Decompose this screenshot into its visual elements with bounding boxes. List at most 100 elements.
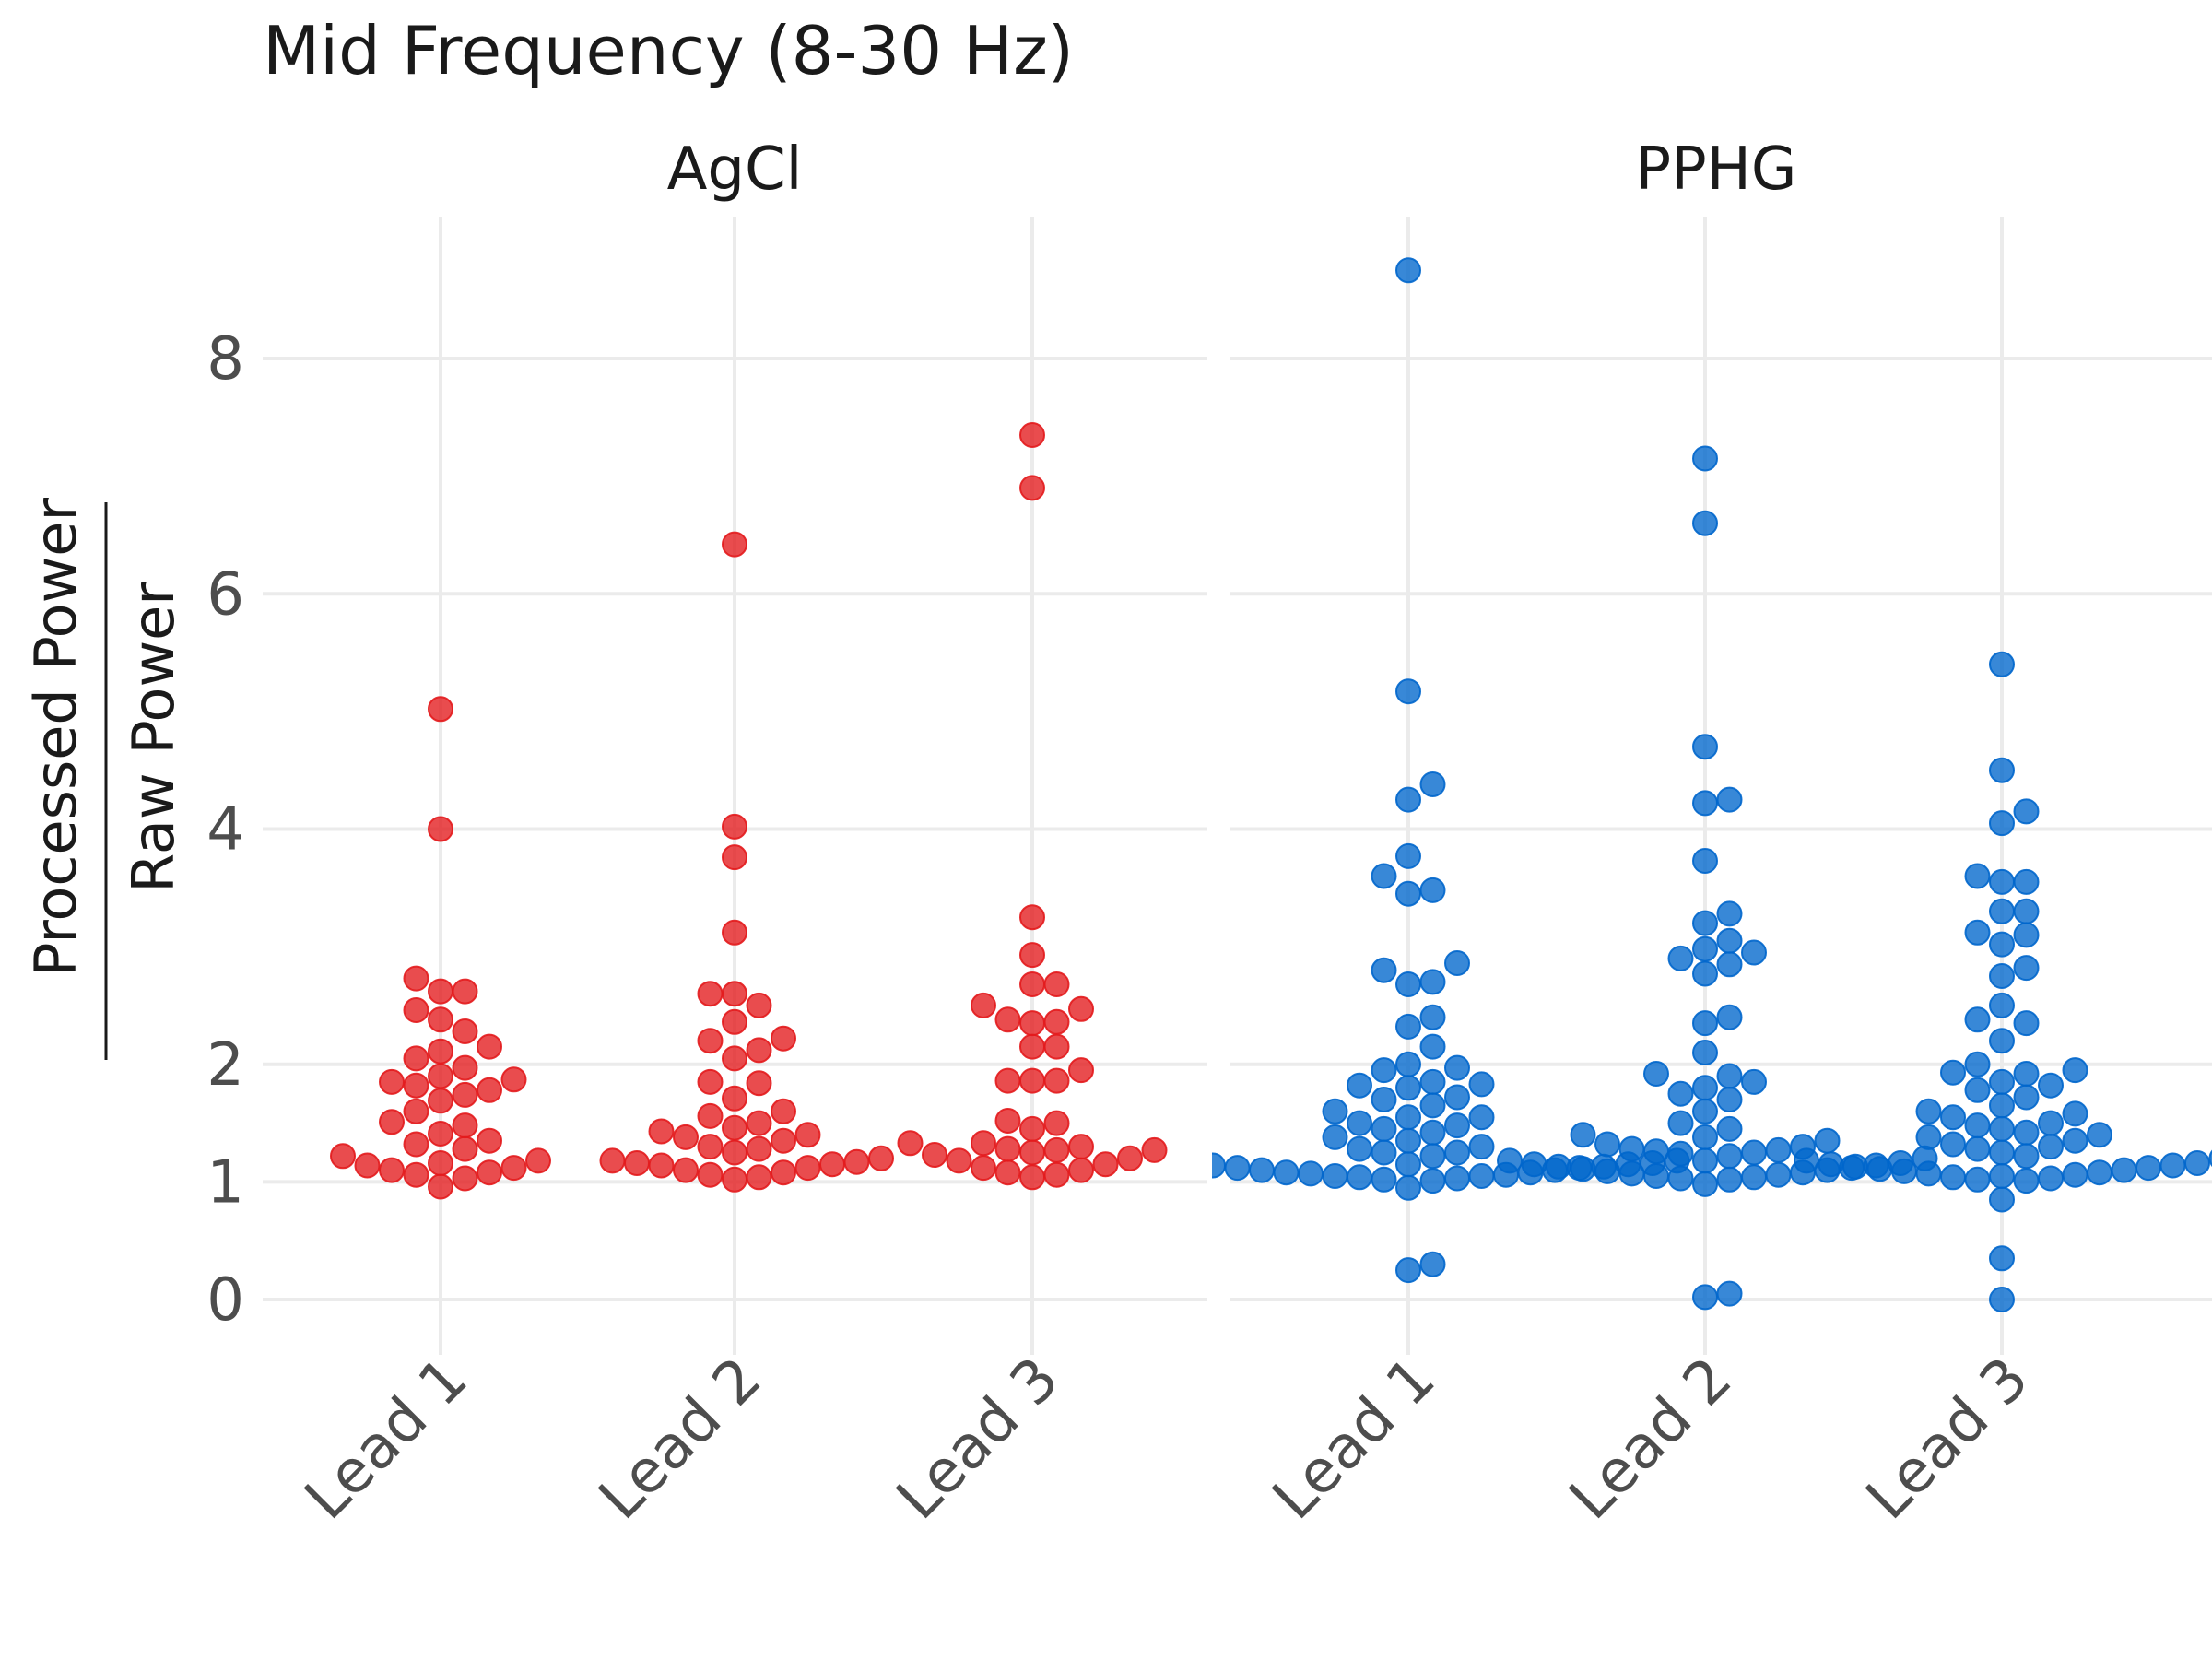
data-point	[1419, 1092, 1446, 1119]
y-tick-label: 4	[206, 796, 244, 865]
data-point	[1989, 931, 2015, 958]
data-point	[1444, 1084, 1470, 1111]
data-point	[1643, 1061, 1669, 1087]
data-point	[1741, 1139, 1767, 1166]
data-point	[1891, 1158, 1917, 1184]
data-point	[1989, 992, 2015, 1018]
data-point	[2184, 1150, 2210, 1176]
data-point	[428, 1038, 453, 1065]
data-point	[994, 1006, 1021, 1033]
data-point	[1395, 1013, 1421, 1040]
data-point	[452, 1112, 478, 1139]
data-point	[722, 1085, 747, 1112]
data-point	[1692, 445, 1718, 472]
data-point	[2013, 1084, 2040, 1111]
y-axis-label-denominator: Raw Power	[120, 582, 187, 893]
data-point	[1741, 1068, 1767, 1095]
data-point	[330, 1143, 356, 1170]
data-point	[1419, 969, 1446, 995]
data-point	[1989, 1245, 2015, 1272]
y-tick-label: 6	[206, 560, 244, 629]
y-axis-label-numerator: Processed Power	[22, 498, 89, 977]
data-point	[1019, 1067, 1045, 1094]
panels: AgCl Lead 1 Lead 2 Lead 3 PPHG Lead 1 Lead 2 Le…	[263, 135, 2212, 1533]
data-point	[1940, 1164, 1966, 1191]
data-point	[1692, 1040, 1718, 1065]
data-point	[452, 1081, 478, 1108]
data-point	[2013, 898, 2040, 924]
data-point	[452, 978, 478, 1005]
data-point	[697, 1068, 724, 1095]
data-point	[673, 1124, 699, 1150]
data-point	[2062, 1127, 2088, 1154]
data-point	[1019, 475, 1045, 501]
data-point	[354, 1152, 381, 1179]
data-point	[994, 1108, 1021, 1134]
data-point	[1395, 1174, 1421, 1201]
data-point	[1964, 1166, 1991, 1193]
data-point	[722, 1008, 747, 1035]
data-point	[403, 1131, 429, 1158]
data-point	[1692, 1147, 1718, 1174]
chart-title: Mid Frequency (8-30 Hz)	[263, 12, 1074, 89]
data-point	[2013, 955, 2040, 982]
data-point	[1395, 1151, 1421, 1178]
data-point	[1419, 1251, 1446, 1277]
data-point	[1716, 1063, 1743, 1089]
data-point	[428, 1150, 453, 1176]
points-group	[330, 422, 1168, 1200]
data-point	[1667, 945, 1694, 971]
data-point	[946, 1147, 972, 1174]
data-point	[1964, 1112, 1991, 1139]
data-point	[794, 1122, 821, 1148]
data-point	[771, 1127, 796, 1154]
data-point	[1989, 898, 2015, 924]
data-point	[1692, 1124, 1718, 1150]
data-point	[1444, 950, 1470, 976]
data-point	[771, 1025, 796, 1052]
data-point	[1395, 1051, 1421, 1077]
panel-pphg: PPHG Lead 1 Lead 2 Lead 3	[1212, 135, 2212, 1533]
data-point	[994, 1159, 1021, 1186]
data-point	[1298, 1160, 1324, 1187]
data-point	[1915, 1160, 1942, 1187]
data-point	[1989, 1115, 2015, 1142]
data-point	[1716, 1115, 1743, 1142]
x-tick-label: Lead 3	[1853, 1345, 2041, 1533]
data-point	[1692, 910, 1718, 936]
data-point	[2013, 798, 2040, 825]
data-point	[1964, 863, 1991, 889]
y-tick-label: 1	[206, 1148, 244, 1217]
data-point	[697, 1161, 724, 1188]
data-point	[722, 1166, 747, 1193]
data-point	[403, 1098, 429, 1124]
data-point	[1643, 1138, 1669, 1165]
data-point	[1347, 1164, 1372, 1191]
data-point	[1043, 1033, 1070, 1060]
data-point	[722, 981, 747, 1007]
data-point	[1141, 1136, 1168, 1163]
data-point	[1371, 1139, 1397, 1166]
panel-agcl: AgCl Lead 1 Lead 2 Lead 3	[263, 135, 1207, 1533]
data-point	[2062, 1057, 2088, 1084]
data-point	[722, 813, 747, 840]
data-point	[428, 1121, 453, 1147]
data-point	[599, 1147, 626, 1174]
data-point	[1667, 1165, 1694, 1192]
data-point	[1964, 919, 1991, 946]
data-point	[1444, 1165, 1470, 1192]
data-point	[2038, 1134, 2064, 1160]
data-point	[1692, 790, 1718, 817]
data-point	[1019, 1033, 1045, 1060]
data-point	[379, 1157, 405, 1183]
data-point	[1468, 1104, 1495, 1131]
data-point	[1716, 1004, 1743, 1030]
data-point	[697, 981, 724, 1007]
data-point	[1667, 1110, 1694, 1136]
data-point	[648, 1152, 675, 1179]
data-point	[1444, 1112, 1470, 1139]
data-point	[428, 1063, 453, 1089]
data-point	[428, 978, 453, 1005]
data-point	[2111, 1157, 2137, 1183]
data-point	[1068, 1057, 1094, 1084]
